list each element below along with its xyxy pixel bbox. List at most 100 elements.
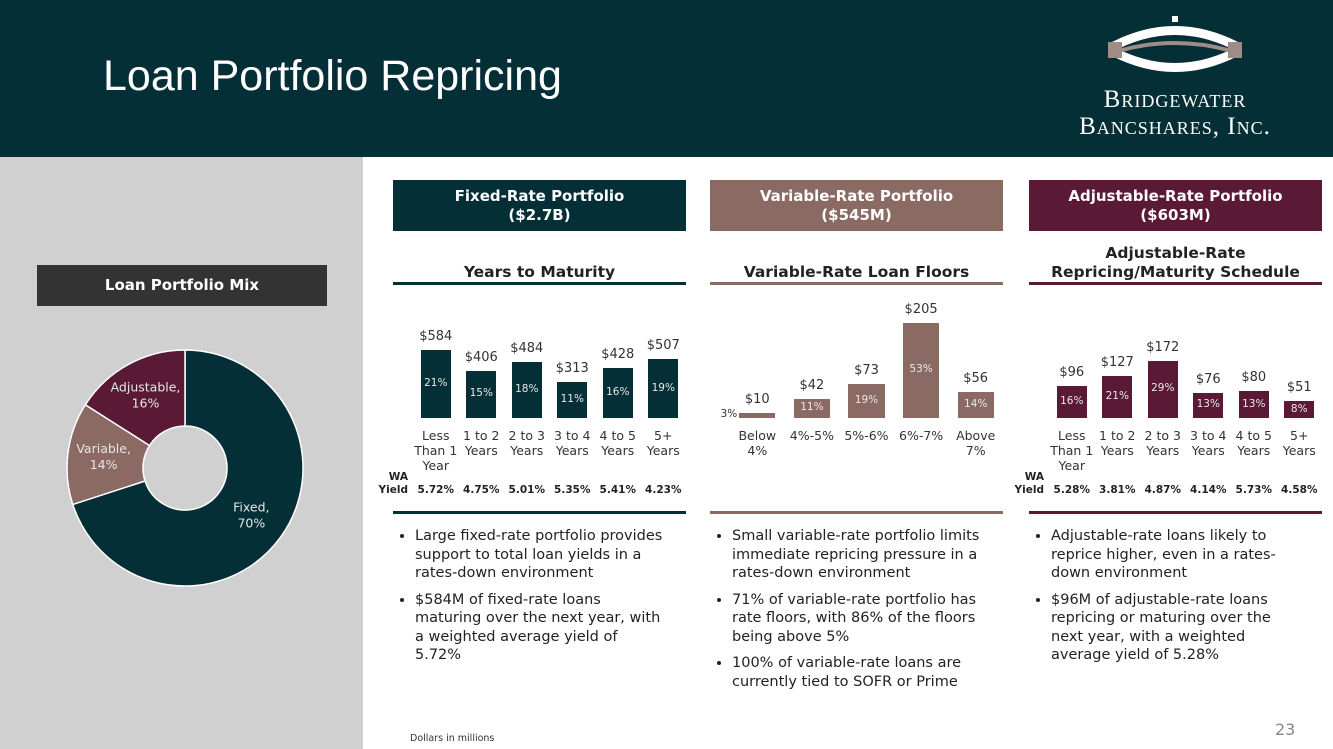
x-tick-label: Less Than 1 Year: [1050, 428, 1094, 473]
bar-label: 13%: [1242, 397, 1266, 410]
rule: [710, 282, 1003, 285]
bullet-list: Adjustable-rate loans likely to reprice …: [1029, 527, 1301, 673]
bar: [848, 384, 885, 418]
bar: [1102, 375, 1133, 418]
slice-value: 70%: [237, 516, 265, 531]
x-tick-label: 3 to 4 Years: [1190, 428, 1227, 458]
panel-heading: Adjustable-Rate Portfolio ($603M): [1029, 180, 1322, 231]
x-tick-label: 3 to 4 Years: [554, 428, 591, 458]
x-tick-label: 1 to 2 Years: [463, 428, 500, 458]
yield-label: 4.14%: [1190, 484, 1227, 496]
yield-label: 5.01%: [508, 484, 545, 496]
bar: [1056, 386, 1087, 418]
bullet: $584M of fixed-rate loans maturing over …: [415, 591, 665, 665]
heading-line: Fixed-Rate Portfolio: [454, 186, 625, 205]
value-label: $73: [854, 363, 879, 379]
bar-label: 11%: [800, 401, 824, 414]
bullet: 100% of variable-rate loans are currentl…: [732, 654, 982, 691]
x-tick-label: 4 to 5 Years: [1235, 428, 1272, 458]
pie-slice: [71, 349, 304, 587]
value-label: $406: [464, 349, 498, 365]
x-tick-label: 5%-6%: [844, 428, 889, 443]
bar-label: 11%: [560, 392, 584, 405]
pie-chart: Fixed,70% Variable,14% Adjustable,16%: [66, 349, 304, 587]
bar-label: 21%: [424, 377, 448, 390]
x-tick-label: 2 to 3 Years: [508, 428, 545, 458]
slice-value: 16%: [132, 396, 160, 411]
bar: [903, 322, 940, 418]
value-label: $205: [904, 301, 938, 317]
yield-label: 4.87%: [1144, 484, 1181, 496]
bar: [648, 359, 679, 418]
slice-label: Variable,: [76, 441, 131, 456]
value-label: $313: [555, 360, 589, 376]
rule: [393, 511, 686, 514]
heading-line: Adjustable-Rate Portfolio: [1068, 186, 1283, 205]
chart-title: Years to Maturity: [393, 234, 686, 282]
bar: [1284, 401, 1315, 418]
value-label: $76: [1195, 371, 1221, 387]
yield-label: 5.73%: [1235, 484, 1272, 496]
bullet-list: Large fixed-rate portfolio provides supp…: [393, 527, 665, 673]
x-tick-label: Less Than 1 Year: [414, 428, 458, 473]
title-line: Repricing/Maturity Schedule: [1051, 263, 1300, 281]
value-label: $10: [744, 392, 770, 408]
pie-slice: [66, 403, 151, 506]
panel-heading: Fixed-Rate Portfolio ($2.7B): [393, 180, 686, 231]
x-tick-label: 4 to 5 Years: [599, 428, 636, 458]
bar-label: 21%: [1105, 389, 1129, 402]
heading-line: Variable-Rate Portfolio: [759, 186, 954, 205]
bar-label: 15%: [469, 387, 493, 400]
yield-label: 5.35%: [554, 484, 591, 496]
x-tick-label: 4%-5%: [789, 428, 834, 443]
pie-title: Loan Portfolio Mix: [37, 265, 327, 306]
bullet: $96M of adjustable-rate loans repricing …: [1051, 591, 1301, 665]
value-label: $96: [1059, 365, 1085, 381]
value-label: $42: [799, 377, 825, 393]
slice-label: Fixed,: [233, 500, 269, 515]
logo-line: Bancshares, Inc.: [1079, 113, 1271, 140]
bar: [602, 368, 633, 418]
bar: [420, 350, 451, 418]
bullet: Small variable-rate portfolio limits imm…: [732, 527, 982, 583]
bar: [511, 361, 542, 418]
bar: [793, 398, 830, 418]
slice-value: 14%: [90, 457, 118, 472]
title-line: Variable-Rate Loan Floors: [743, 263, 970, 281]
rule: [710, 511, 1003, 514]
logo-mark: [1108, 16, 1242, 72]
heading-line: ($2.7B): [508, 205, 571, 224]
chart-title: Adjustable-Rate Repricing/Maturity Schedu…: [1029, 234, 1322, 282]
title-line: Years to Maturity: [463, 263, 616, 281]
x-tick-label: Above 7%: [956, 428, 996, 458]
page-number: 23: [1275, 720, 1296, 739]
footnote: Dollars in millions: [410, 733, 495, 744]
x-tick-label: 5+ Years: [1282, 428, 1316, 458]
bar-label: 3%: [720, 408, 738, 420]
chart-title: Variable-Rate Loan Floors: [710, 234, 1003, 282]
header-bar: [0, 0, 1333, 157]
bar: [739, 413, 776, 418]
yield-label: 5.72%: [417, 484, 454, 496]
bar-label: 19%: [854, 394, 879, 407]
bullet: Adjustable-rate loans likely to reprice …: [1051, 527, 1301, 583]
x-tick-label: 5+ Years: [646, 428, 680, 458]
heading-line: ($545M): [821, 205, 892, 224]
yield-heading: WA Yield: [378, 471, 408, 496]
bar-label: 14%: [964, 398, 988, 410]
value-label: $507: [646, 338, 680, 354]
yield-label: 5.41%: [599, 484, 636, 496]
x-tick-label: Below 4%: [738, 428, 777, 458]
bar: [557, 381, 588, 418]
value-label: $172: [1146, 339, 1180, 355]
value-label: $51: [1286, 380, 1312, 396]
panel-heading: Variable-Rate Portfolio ($545M): [710, 180, 1003, 231]
bullet: Large fixed-rate portfolio provides supp…: [415, 527, 665, 583]
bar-label: 13%: [1196, 398, 1220, 411]
pie-slice: [84, 349, 186, 447]
bar: [466, 370, 497, 418]
bar-label: 53%: [909, 363, 933, 376]
x-tick-label: 6%-7%: [899, 428, 944, 443]
value-label: $584: [419, 329, 453, 345]
